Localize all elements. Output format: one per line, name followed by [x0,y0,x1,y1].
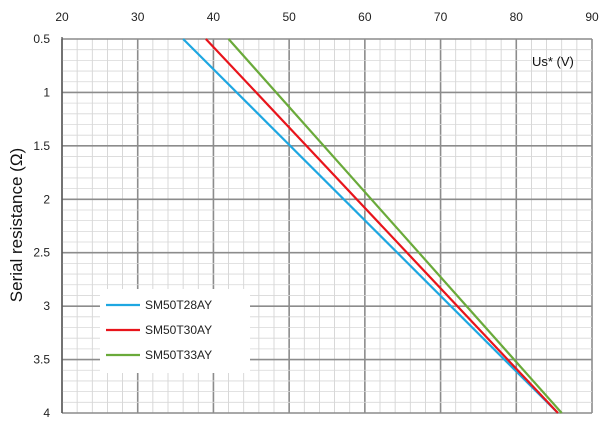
x-tick-label: 90 [585,10,599,24]
x-tick-label: 40 [207,10,221,24]
y-axis-label: Serial resistance (Ω) [7,148,26,302]
y-tick-label: 1.5 [33,139,50,153]
legend-label: SM50T33AY [145,348,212,362]
x-tick-label: 30 [131,10,145,24]
series-line-SM50T28AY [182,38,559,414]
series-line-SM50T30AY [205,38,559,414]
x-tick-label: 60 [358,10,372,24]
x-tick-label: 70 [434,10,448,24]
y-tick-label: 3.5 [33,353,50,367]
series-layer [182,38,563,414]
legend: SM50T28AY SM50T30AY SM50T33AY [100,289,250,373]
x-axis-label: Us* (V) [532,54,574,69]
y-tick-labels: 0.5 1 1.5 2 2.5 3 3.5 4 [33,32,50,420]
x-tick-labels: 20 30 40 50 60 70 80 90 [55,10,599,24]
x-tick-label: 20 [55,10,69,24]
x-tick-label: 80 [510,10,524,24]
y-tick-label: 4 [43,406,50,420]
y-tick-label: 0.5 [33,32,50,46]
legend-label: SM50T28AY [145,298,212,312]
legend-label: SM50T30AY [145,323,212,337]
series-line-SM50T33AY [227,38,563,414]
y-tick-label: 2.5 [33,246,50,260]
x-tick-label: 50 [282,10,296,24]
y-tick-label: 2 [43,192,50,206]
y-tick-label: 1 [43,85,50,99]
y-tick-label: 3 [43,299,50,313]
